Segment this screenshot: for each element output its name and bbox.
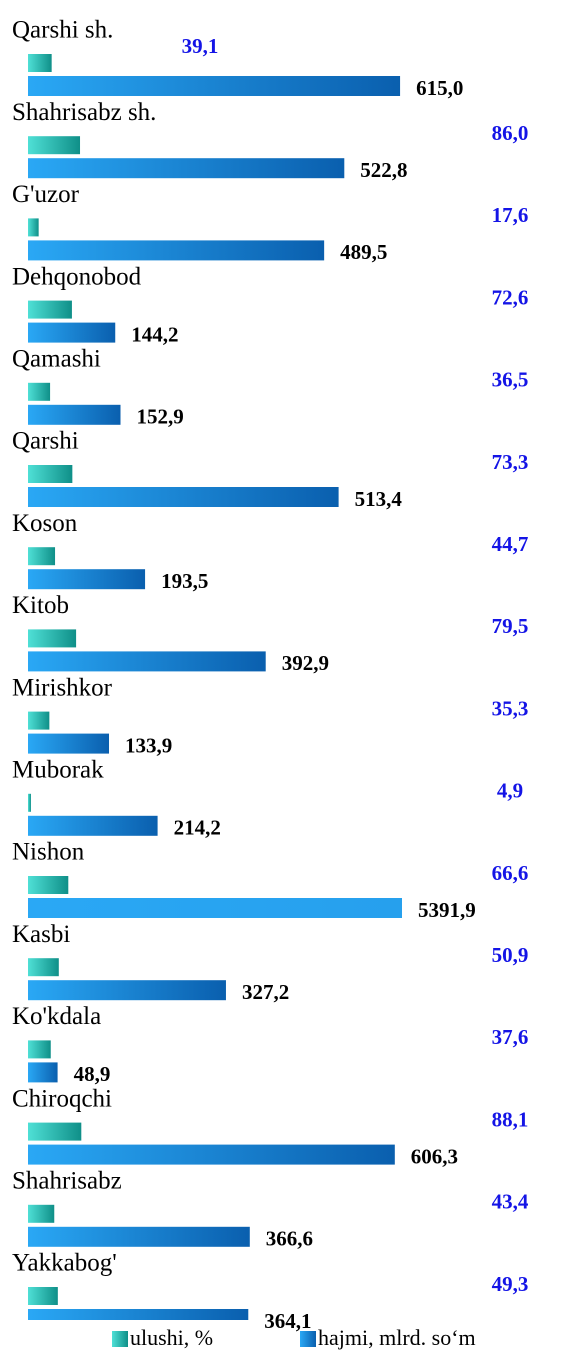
bar [28, 898, 402, 918]
bar [28, 793, 31, 812]
value-label: 4,9 [497, 779, 523, 803]
value-label: 5391,9 [418, 898, 476, 922]
category-label: Mirishkor [12, 674, 113, 701]
category-label: Kasbi [12, 921, 70, 948]
legend-label: ulushi, % [130, 1325, 213, 1350]
value-label: 17,6 [492, 203, 529, 227]
value-label: 327,2 [242, 980, 289, 1004]
category-label: Ko'kdala [12, 1003, 101, 1030]
value-label: 366,6 [266, 1227, 313, 1251]
value-label: 35,3 [492, 696, 529, 720]
bar [28, 711, 50, 730]
bar [28, 651, 266, 672]
value-label: 44,7 [492, 532, 529, 556]
value-label: 392,9 [282, 651, 329, 675]
value-label: 615,0 [416, 76, 463, 100]
plot-area [28, 54, 402, 1320]
legend-swatch [112, 1331, 128, 1347]
bar [28, 1040, 51, 1059]
value-label: 66,6 [492, 861, 529, 885]
category-label: Kitob [12, 592, 69, 619]
legend-swatch [300, 1331, 316, 1347]
value-label: 489,5 [340, 240, 387, 264]
value-label: 86,0 [492, 121, 529, 145]
value-label: 606,3 [411, 1144, 458, 1168]
labels: Qarshi sh. 39,1 615,0 Shahrisabz sh. 86,0 522… [12, 17, 529, 1350]
bar [28, 1204, 55, 1223]
category-label: Qamashi [12, 346, 101, 373]
bar [28, 487, 339, 507]
bar [28, 815, 158, 836]
value-label: 73,3 [492, 450, 529, 474]
value-label: 144,2 [131, 322, 178, 346]
bar [28, 1144, 395, 1165]
bar [28, 629, 77, 648]
category-label: Qarshi sh. [12, 17, 113, 44]
category-label: G'uzor [12, 181, 80, 208]
value-label: 37,6 [492, 1025, 529, 1049]
value-label: 364,1 [264, 1309, 311, 1333]
bar [28, 54, 52, 72]
bar [28, 76, 401, 96]
category-label: Qarshi [12, 428, 79, 455]
value-label: 214,2 [174, 816, 221, 840]
bar [28, 547, 56, 566]
bar [28, 958, 59, 977]
bar [28, 158, 345, 179]
value-label: 72,6 [492, 285, 529, 309]
value-label: 193,5 [161, 569, 208, 593]
bar [28, 240, 325, 261]
category-label: Nishon [12, 839, 85, 866]
category-label: Dehqonobod [12, 263, 142, 290]
category-label: Muborak [12, 757, 104, 784]
bar [28, 322, 116, 343]
category-label: Shahrisabz [12, 1168, 122, 1195]
bar [28, 382, 51, 401]
bar [28, 733, 110, 754]
value-label: 49,3 [492, 1272, 529, 1296]
category-label: Yakkabog' [12, 1250, 117, 1277]
category-label: Chiroqchi [12, 1085, 112, 1112]
bar [28, 876, 69, 894]
bar [28, 1309, 249, 1320]
bar [28, 980, 226, 1001]
bar [28, 136, 81, 155]
category-label: Koson [12, 510, 78, 537]
bar [28, 465, 73, 483]
value-label: 43,4 [492, 1190, 529, 1214]
value-label: 36,5 [492, 368, 529, 392]
bar [28, 1226, 250, 1247]
value-label: 88,1 [492, 1107, 529, 1131]
value-label: 79,5 [492, 614, 529, 638]
category-label: Shahrisabz sh. [12, 99, 156, 126]
bar [28, 569, 146, 590]
bar [28, 1287, 58, 1305]
bar [28, 1122, 82, 1141]
value-label: 133,9 [125, 733, 172, 757]
value-label: 513,4 [355, 487, 403, 511]
value-label: 50,9 [492, 943, 529, 967]
value-label: 39,1 [182, 34, 219, 58]
legend-label: hajmi, mlrd. so‘m [318, 1325, 476, 1350]
bar [28, 218, 39, 237]
bar [28, 404, 121, 425]
bar [28, 1062, 58, 1083]
value-label: 48,9 [74, 1062, 111, 1086]
value-label: 522,8 [360, 158, 407, 182]
bar [28, 300, 72, 319]
value-label: 152,9 [137, 405, 184, 429]
